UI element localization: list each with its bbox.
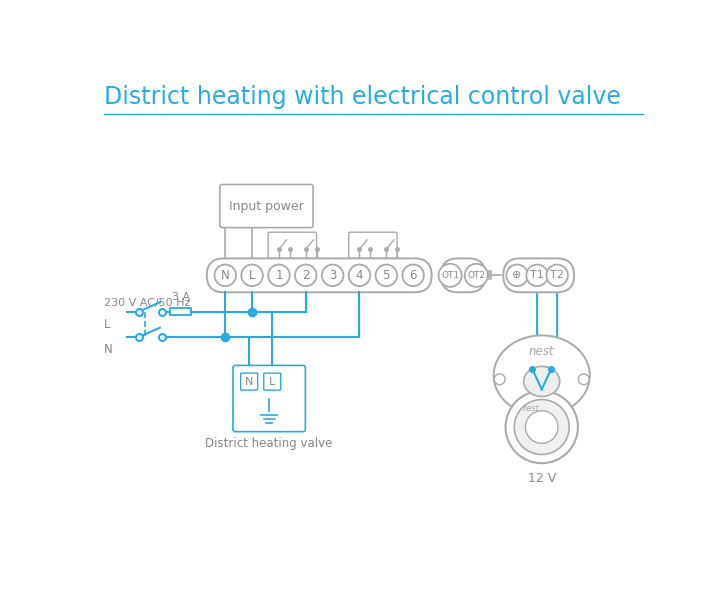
FancyBboxPatch shape: [220, 185, 313, 228]
Text: 2: 2: [302, 269, 309, 282]
Text: N: N: [103, 343, 112, 356]
Circle shape: [506, 264, 528, 286]
FancyBboxPatch shape: [534, 412, 550, 423]
Text: L: L: [103, 318, 110, 331]
Text: District heating with electrical control valve: District heating with electrical control…: [103, 85, 620, 109]
Text: OT2: OT2: [467, 271, 486, 280]
Text: L: L: [269, 377, 275, 387]
FancyBboxPatch shape: [503, 258, 574, 292]
Text: 6: 6: [409, 269, 417, 282]
Circle shape: [578, 374, 589, 385]
Circle shape: [438, 264, 462, 287]
Text: N: N: [245, 377, 253, 387]
Text: Input power: Input power: [229, 200, 304, 213]
Ellipse shape: [523, 366, 560, 396]
Circle shape: [241, 264, 263, 286]
Circle shape: [215, 264, 236, 286]
Circle shape: [514, 400, 569, 454]
Text: 4: 4: [356, 269, 363, 282]
Circle shape: [526, 410, 558, 443]
Text: OT1: OT1: [441, 271, 459, 280]
Text: 12 V: 12 V: [528, 472, 556, 485]
Circle shape: [505, 391, 578, 463]
Circle shape: [295, 264, 317, 286]
Circle shape: [526, 264, 548, 286]
FancyBboxPatch shape: [268, 232, 317, 258]
Text: nest: nest: [523, 405, 539, 413]
Text: N: N: [221, 269, 229, 282]
Circle shape: [403, 264, 424, 286]
FancyBboxPatch shape: [241, 373, 258, 390]
Bar: [170, 308, 191, 315]
Text: 3 A: 3 A: [172, 292, 190, 302]
FancyBboxPatch shape: [207, 258, 432, 292]
Text: ⊕: ⊕: [513, 270, 522, 280]
Text: nest: nest: [529, 345, 555, 358]
FancyBboxPatch shape: [349, 232, 397, 258]
Circle shape: [546, 264, 568, 286]
Circle shape: [494, 374, 505, 385]
Text: T1: T1: [530, 270, 544, 280]
Circle shape: [464, 264, 488, 287]
Circle shape: [349, 264, 371, 286]
Text: District heating valve: District heating valve: [205, 437, 333, 450]
Text: T2: T2: [550, 270, 564, 280]
Text: 5: 5: [383, 269, 390, 282]
Text: 1: 1: [275, 269, 282, 282]
FancyBboxPatch shape: [441, 258, 486, 292]
Circle shape: [376, 264, 397, 286]
Text: 230 V AC/50 Hz: 230 V AC/50 Hz: [103, 298, 190, 308]
FancyBboxPatch shape: [264, 373, 281, 390]
Text: L: L: [249, 269, 256, 282]
Ellipse shape: [494, 336, 590, 415]
Text: 3: 3: [329, 269, 336, 282]
FancyBboxPatch shape: [233, 365, 305, 432]
Circle shape: [322, 264, 344, 286]
Circle shape: [268, 264, 290, 286]
